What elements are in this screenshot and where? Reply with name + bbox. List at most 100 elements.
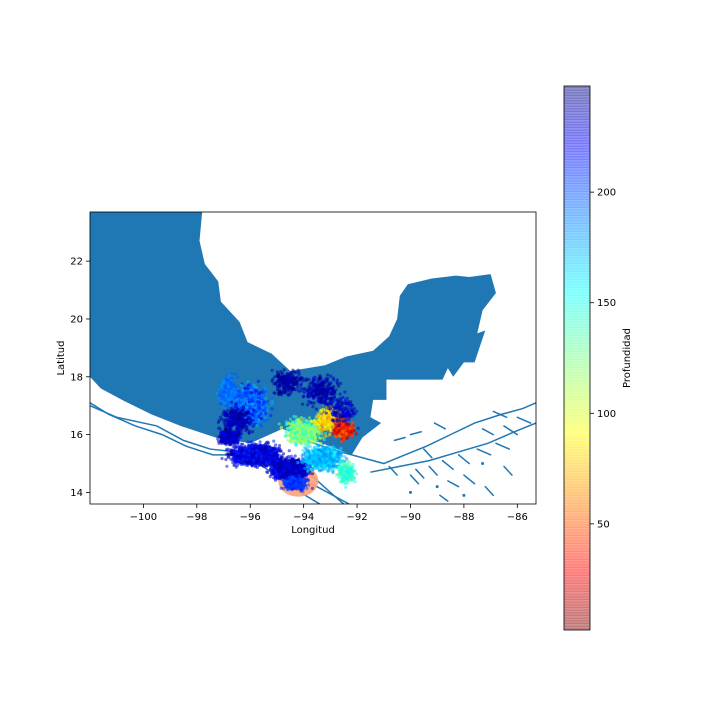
earthquake-point: [232, 449, 236, 453]
trench-line: [298, 402, 536, 465]
earthquake-point: [231, 452, 236, 456]
earthquake-point: [279, 468, 283, 472]
earthquake-point: [350, 468, 354, 472]
earthquake-point: [220, 431, 224, 435]
earthquake-points: [215, 368, 360, 497]
earthquake-point: [277, 446, 281, 450]
fault-segment: [423, 448, 433, 459]
earthquake-point: [305, 453, 309, 457]
fault-segment: [433, 422, 446, 430]
earthquake-point: [270, 451, 274, 455]
earthquake-point: [313, 457, 317, 461]
fault-segment: [409, 474, 420, 485]
earthquake-point: [346, 474, 350, 478]
earthquake-point: [348, 478, 352, 482]
earthquake-point: [260, 463, 264, 467]
earthquake-point: [272, 467, 276, 471]
earthquake-point: [264, 441, 268, 445]
trench-line: [370, 422, 536, 473]
earthquake-point: [247, 456, 251, 460]
earthquake-point: [307, 416, 312, 420]
fault-dot: [481, 462, 485, 466]
earthquake-point: [234, 438, 238, 442]
fault-segment: [503, 425, 519, 436]
earthquake-point: [244, 447, 248, 451]
fault-segment: [441, 459, 454, 471]
fault-segment: [428, 465, 438, 476]
earthquake-point: [267, 448, 271, 452]
fault-segment: [415, 468, 425, 479]
earthquake-point: [224, 457, 228, 462]
earthquake-point: [272, 456, 276, 460]
fault-segment: [463, 474, 476, 485]
earthquake-point: [307, 449, 311, 453]
earthquake-point: [266, 470, 270, 475]
earthquake-point: [233, 463, 237, 467]
earthquake-point: [336, 473, 340, 477]
earthquake-point: [245, 461, 249, 465]
earthquake-point: [336, 454, 340, 458]
earthquake-point: [309, 455, 313, 459]
earthquake-point: [300, 454, 304, 458]
earthquake-point: [351, 462, 355, 466]
fault-segment: [393, 436, 406, 442]
earthquake-point: [331, 462, 335, 466]
earthquake-point: [265, 464, 269, 468]
earthquake-point: [302, 480, 306, 484]
earthquake-point: [239, 442, 243, 446]
fault-segment: [516, 416, 532, 424]
earthquake-point: [326, 452, 330, 456]
earthquake-point: [344, 485, 348, 489]
earthquake-point: [226, 447, 230, 451]
earthquake-point: [295, 478, 299, 482]
earthquake-point: [305, 486, 309, 491]
fault-dot: [462, 493, 466, 497]
earthquake-point: [277, 465, 281, 469]
earthquake-point: [315, 444, 319, 448]
earthquake-point: [310, 472, 315, 476]
earthquake-point: [355, 472, 359, 476]
earthquake-point: [298, 479, 302, 483]
earthquake-point: [274, 443, 278, 447]
earthquake-point: [287, 449, 291, 453]
earthquake-point: [282, 478, 286, 483]
earthquake-point: [339, 446, 343, 451]
fault-segment: [484, 485, 495, 497]
earthquake-point: [276, 453, 280, 457]
earthquake-point: [338, 451, 342, 455]
earthquake-point: [217, 441, 221, 445]
earthquake-point: [301, 448, 305, 452]
earthquake-point: [237, 444, 241, 449]
earthquake-point: [331, 454, 336, 458]
earthquake-point: [285, 455, 289, 459]
earthquake-point: [338, 463, 342, 467]
earthquake-point: [325, 447, 330, 451]
earthquake-point: [344, 464, 348, 468]
earthquake-point: [248, 453, 252, 457]
earthquake-point: [258, 443, 262, 447]
earthquake-point: [258, 440, 262, 444]
earthquake-point: [224, 438, 228, 442]
earthquake-point: [237, 447, 241, 451]
earthquake-point: [344, 476, 348, 480]
earthquake-point: [338, 454, 342, 458]
earthquake-point: [303, 466, 307, 470]
fault-dot: [435, 485, 439, 489]
earthquake-point: [320, 468, 325, 472]
earthquake-point: [306, 469, 310, 473]
earthquake-point: [252, 458, 256, 463]
earthquake-point: [296, 466, 300, 470]
earthquake-point: [310, 486, 314, 490]
earthquake-point: [220, 456, 224, 461]
fault-segment: [409, 430, 422, 436]
earthquake-point: [220, 438, 224, 443]
earthquake-point: [312, 463, 316, 467]
earthquake-point: [297, 417, 301, 421]
earthquake-point: [249, 440, 253, 444]
fault-segment: [492, 410, 508, 419]
earthquake-point: [292, 469, 296, 473]
earthquake-point: [320, 457, 324, 461]
earthquake-point: [306, 479, 310, 483]
earthquake-point: [305, 463, 309, 467]
